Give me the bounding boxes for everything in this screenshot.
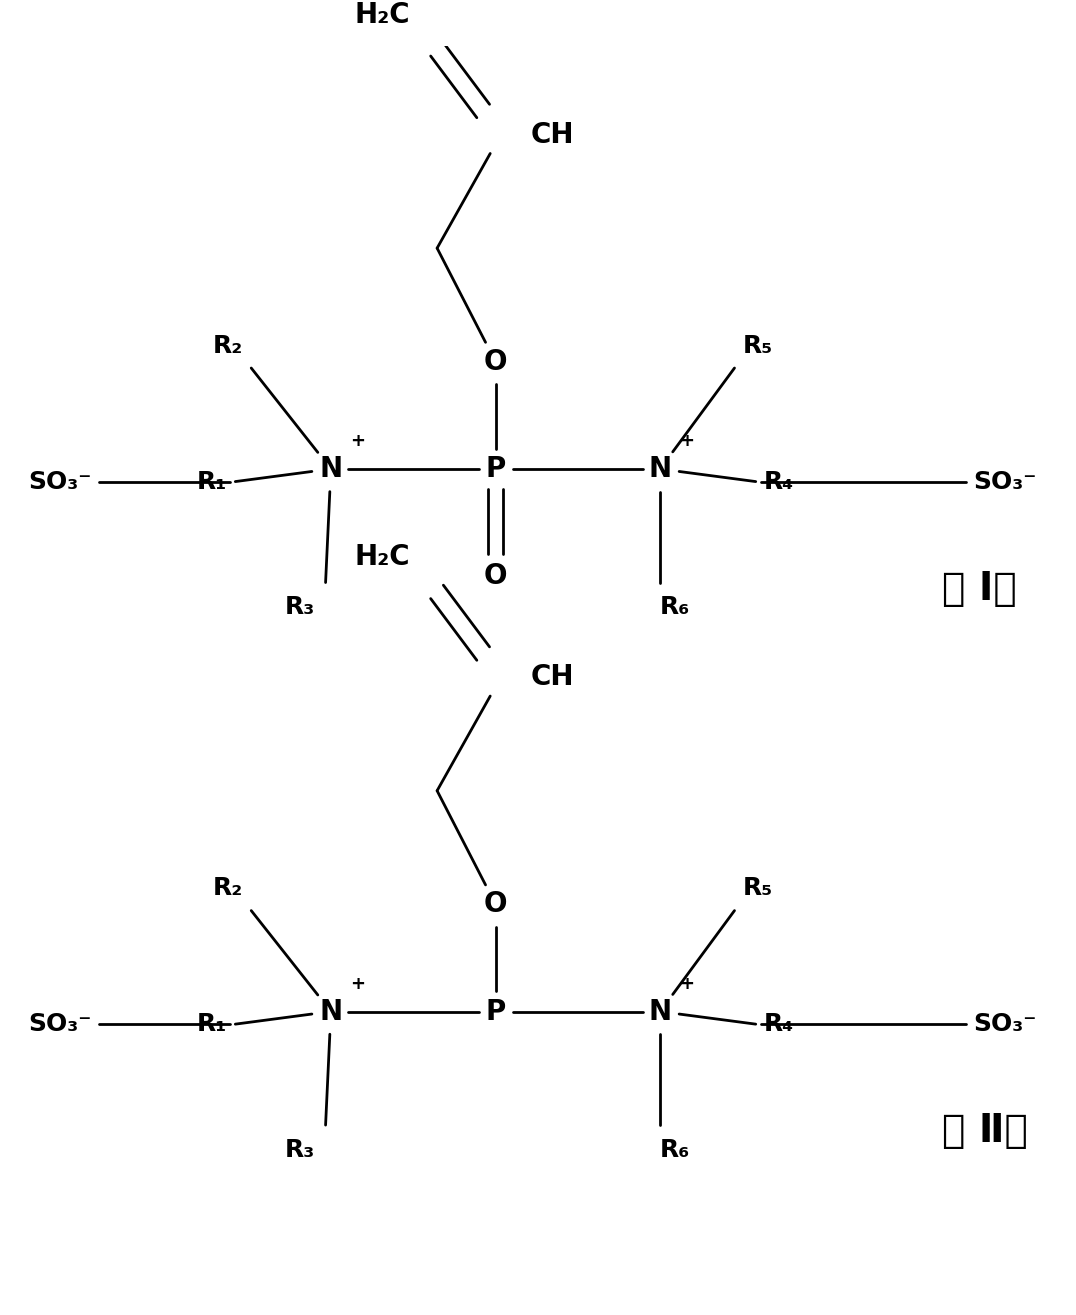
Text: +: + xyxy=(350,974,365,993)
Text: O: O xyxy=(484,347,507,376)
Text: H₂C: H₂C xyxy=(355,543,411,571)
Text: R₅: R₅ xyxy=(744,877,774,901)
Text: R₁: R₁ xyxy=(197,469,227,493)
Text: P: P xyxy=(485,455,506,483)
Text: N: N xyxy=(320,455,342,483)
Text: R₄: R₄ xyxy=(764,1013,794,1036)
Text: O: O xyxy=(484,890,507,918)
Text: R₄: R₄ xyxy=(764,469,794,493)
Text: R₃: R₃ xyxy=(285,1137,315,1161)
Text: R₃: R₃ xyxy=(285,596,315,619)
Text: R₆: R₆ xyxy=(661,596,691,619)
Text: N: N xyxy=(649,455,671,483)
Text: P: P xyxy=(485,998,506,1026)
Text: H₂C: H₂C xyxy=(355,1,411,29)
Text: N: N xyxy=(649,998,671,1026)
Text: SO₃⁻: SO₃⁻ xyxy=(29,1013,91,1036)
Text: SO₃⁻: SO₃⁻ xyxy=(974,1013,1037,1036)
Text: R₅: R₅ xyxy=(744,334,774,358)
Text: +: + xyxy=(350,433,365,450)
Text: CH: CH xyxy=(530,121,575,149)
Text: 式 Ⅰ，: 式 Ⅰ， xyxy=(942,569,1017,608)
Text: CH: CH xyxy=(530,663,575,692)
Text: R₁: R₁ xyxy=(197,1013,227,1036)
Text: SO₃⁻: SO₃⁻ xyxy=(29,469,91,493)
Text: N: N xyxy=(320,998,342,1026)
Text: R₂: R₂ xyxy=(212,877,243,901)
Text: +: + xyxy=(679,974,694,993)
Text: O: O xyxy=(484,563,507,590)
Text: SO₃⁻: SO₃⁻ xyxy=(974,469,1037,493)
Text: 式 Ⅱ，: 式 Ⅱ， xyxy=(942,1112,1028,1151)
Text: R₂: R₂ xyxy=(212,334,243,358)
Text: +: + xyxy=(679,433,694,450)
Text: R₆: R₆ xyxy=(661,1137,691,1161)
